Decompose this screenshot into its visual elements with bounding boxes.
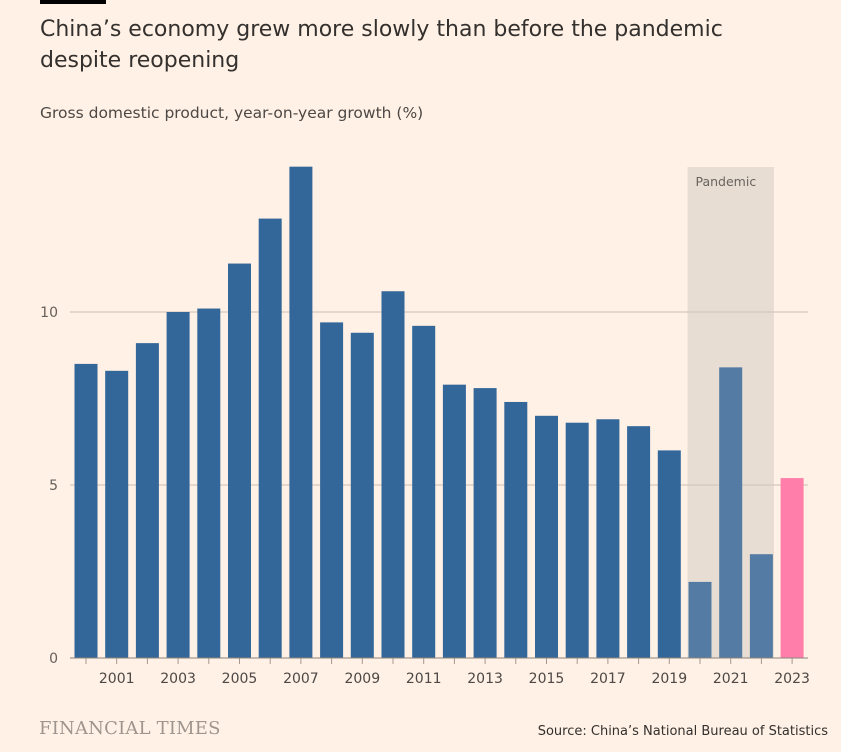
x-tick-label-2005: 2005	[222, 671, 258, 687]
bar-2014	[504, 401, 528, 658]
ft-logo: FINANCIAL TIMES	[39, 718, 221, 739]
bar-2008	[320, 322, 344, 658]
bar-2012	[442, 384, 466, 658]
bar-2001	[105, 370, 129, 658]
bar-2016	[565, 422, 589, 658]
bar-2011	[412, 325, 436, 658]
chart-subtitle: Gross domestic product, year-on-year gro…	[40, 104, 424, 122]
bar-2004	[197, 308, 221, 658]
bar-2002	[135, 343, 159, 658]
bar-2015	[535, 415, 558, 658]
bar-2019	[657, 450, 681, 658]
ft-top-bar	[40, 0, 106, 4]
bar-2021	[719, 367, 743, 658]
bar-2023	[780, 478, 804, 658]
bar-2020	[688, 581, 712, 658]
x-tick-label-2003: 2003	[160, 671, 196, 687]
x-tick-label-2011: 2011	[406, 671, 442, 687]
pandemic-overlay	[687, 167, 774, 658]
x-tick-label-2013: 2013	[467, 671, 503, 687]
bar-2010	[381, 291, 405, 658]
bar-2022	[749, 554, 773, 658]
bar-2006	[258, 218, 282, 658]
y-tick-label-0: 0	[49, 651, 58, 667]
bar-2009	[350, 332, 374, 658]
x-tick-label-2021: 2021	[713, 671, 749, 687]
y-tick-label-5: 5	[49, 478, 58, 494]
x-tick-label-2023: 2023	[774, 671, 810, 687]
x-tick-label-2017: 2017	[590, 671, 626, 687]
y-tick-label-10: 10	[40, 305, 58, 321]
x-tick-label-2009: 2009	[344, 671, 380, 687]
bar-2003	[166, 312, 190, 658]
x-tick-label-2019: 2019	[651, 671, 687, 687]
source-note: Source: China’s National Bureau of Stati…	[537, 724, 828, 739]
bar-2017	[596, 419, 620, 658]
x-tick-label-2007: 2007	[283, 671, 319, 687]
chart-title: China’s economy grew more slowly than be…	[40, 17, 723, 73]
bar-2013	[473, 388, 497, 658]
bar-2000	[74, 363, 98, 658]
x-tick-label-2015: 2015	[529, 671, 565, 687]
bar-2018	[627, 426, 651, 658]
x-tick-label-2001: 2001	[99, 671, 135, 687]
bar-2007	[289, 166, 313, 658]
pandemic-label: Pandemic	[696, 174, 757, 189]
bar-2005	[228, 263, 251, 658]
